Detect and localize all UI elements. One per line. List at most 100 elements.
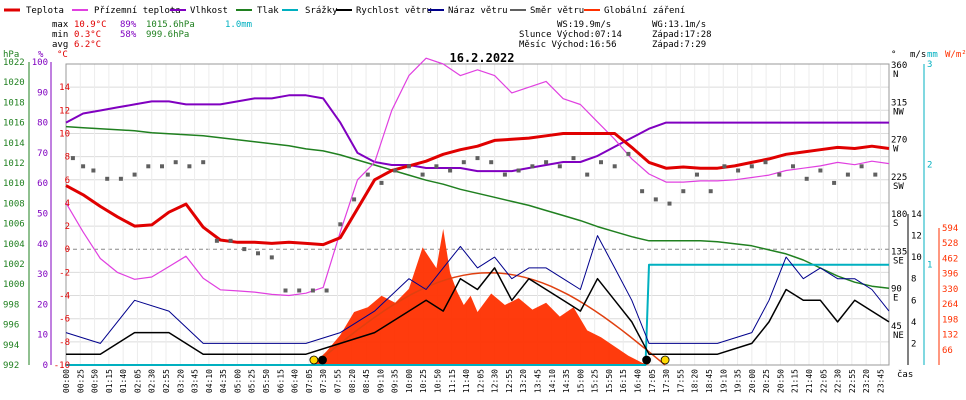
wind-direction-point xyxy=(502,172,507,177)
tick-label-time: 04:35 xyxy=(219,369,228,393)
tick-label-time: 12:30 xyxy=(491,369,500,393)
tick-label-temperature: 14 xyxy=(59,83,70,93)
wind-direction-point xyxy=(420,172,425,177)
legend-label: Teplota xyxy=(26,6,64,16)
line-series xyxy=(65,57,890,366)
tick-label-time: 00:25 xyxy=(76,369,85,393)
legend-label: Vlhkost xyxy=(190,6,228,16)
tick-label-time: 10:25 xyxy=(419,369,428,393)
stats-min-press: 999.6hPa xyxy=(146,30,189,40)
tick-label-temperature: 2 xyxy=(65,222,70,232)
tick-label-humidity: 100 xyxy=(32,58,48,68)
stats-max-rain: 1.0mm xyxy=(225,20,252,30)
tick-label-time: 03:20 xyxy=(176,369,185,393)
wind-speed-line xyxy=(66,267,890,355)
tick-label-time: 11:15 xyxy=(448,369,457,393)
tick-label-time: 22:05 xyxy=(819,369,828,393)
stats-max-press: 1015.6hPa xyxy=(146,20,195,30)
tick-label-wind: 2 xyxy=(911,339,916,349)
legend-label: Globální záření xyxy=(604,6,685,16)
wind-direction-point xyxy=(324,288,329,293)
tick-label-time: 08:45 xyxy=(362,369,371,393)
tick-label-time: 05:25 xyxy=(248,369,257,393)
tick-label-pressure: 998 xyxy=(3,300,19,310)
wind-direction-point xyxy=(653,197,658,202)
wind-direction-series xyxy=(70,151,878,293)
wind-direction-point xyxy=(461,160,466,165)
unit-ms: m/s xyxy=(910,50,926,60)
moon-marker xyxy=(642,355,651,365)
wind-direction-point xyxy=(132,172,137,177)
tick-label-solar: 198 xyxy=(942,315,958,325)
legend-item-smer-vetru: Směr větru xyxy=(510,6,584,16)
tick-label-temperature: 6 xyxy=(65,176,70,186)
tick-label-pressure: 1002 xyxy=(3,260,25,270)
solar-series xyxy=(312,228,666,366)
wind-direction-point xyxy=(256,251,260,256)
wind-direction-point xyxy=(777,172,782,177)
tick-label-time: 06:15 xyxy=(276,369,285,393)
tick-label-time: 10:50 xyxy=(434,369,443,393)
stats-max-hum: 89% xyxy=(120,20,137,30)
tick-label-temperature: -10 xyxy=(54,361,70,371)
info-slunce: Slunce Východ:07:14 xyxy=(519,30,622,40)
tick-label-time: 18:45 xyxy=(705,369,714,393)
astro-info: WS:19.9m/s WG:13.1m/s Slunce Východ:07:1… xyxy=(519,20,712,50)
wind-direction-point xyxy=(242,247,247,252)
legend-label: Tlak xyxy=(257,6,279,16)
tick-label-direction-compass: N xyxy=(893,70,898,80)
tick-label-time: 20:50 xyxy=(776,369,785,393)
tick-label-direction: 45 xyxy=(891,322,902,332)
rain-line xyxy=(66,263,889,366)
tick-label-time: 05:00 xyxy=(234,369,243,393)
wind-direction-point xyxy=(667,201,672,206)
wind-direction-point xyxy=(722,164,727,169)
tick-label-time: 23:20 xyxy=(862,369,871,393)
unit-pct: % xyxy=(38,50,44,60)
tick-label-time: 16:15 xyxy=(619,369,628,393)
wind-direction-point xyxy=(845,172,850,177)
tick-label-time: 06:40 xyxy=(291,369,300,393)
tick-label-time: 02:30 xyxy=(148,369,157,393)
info-mesic: Měsíc Východ:16:56 xyxy=(519,40,617,50)
tick-label-temperature: 0 xyxy=(65,245,70,255)
tick-label-pressure: 1022 xyxy=(3,58,25,68)
wind-direction-point xyxy=(763,160,768,165)
sun-moon-markers xyxy=(309,355,670,365)
info-slunce-zapad: Západ:17:28 xyxy=(652,30,712,40)
tick-label-direction-compass: W xyxy=(893,145,899,155)
tick-label-solar: 330 xyxy=(942,285,958,295)
legend-item-tlak: Tlak xyxy=(236,6,279,16)
tick-label-humidity: 30 xyxy=(37,270,48,280)
wind-direction-point xyxy=(146,164,151,169)
legend-item-vlhkost: Vlhkost xyxy=(170,6,228,16)
tick-label-time: 01:40 xyxy=(119,369,128,393)
unit-wm2: W/m² xyxy=(945,50,966,60)
tick-label-time: 08:20 xyxy=(348,369,357,393)
tick-label-time: 15:25 xyxy=(591,369,600,393)
wind-direction-point xyxy=(269,255,274,260)
wind-direction-point xyxy=(804,176,809,181)
tick-label-rain: 1 xyxy=(927,261,932,271)
wind-direction-point xyxy=(585,172,590,177)
tick-label-direction-compass: SE xyxy=(893,256,904,266)
tick-label-solar: 132 xyxy=(942,331,958,341)
wind-direction-point xyxy=(81,164,86,169)
tick-label-pressure: 1020 xyxy=(3,78,25,88)
tick-label-time: 18:20 xyxy=(691,369,700,393)
tick-label-time: 19:35 xyxy=(734,369,743,393)
tick-label-temperature: 4 xyxy=(65,199,70,209)
tick-label-pressure: 1018 xyxy=(3,98,25,108)
legend-item-rychlost-vetru: Rychlost větru xyxy=(336,6,432,16)
wind-direction-point xyxy=(214,238,219,243)
tick-label-humidity: 40 xyxy=(37,240,48,250)
tick-label-time: 07:30 xyxy=(319,369,328,393)
wind-direction-point xyxy=(283,288,288,293)
tick-label-temperature: 12 xyxy=(59,106,70,116)
tick-label-wind: 10 xyxy=(911,253,922,263)
tick-label-time: 02:05 xyxy=(133,369,142,393)
wind-direction-point xyxy=(393,168,398,173)
stats-avg-temp: 6.2°C xyxy=(74,40,101,50)
tick-label-pressure: 1000 xyxy=(3,280,25,290)
tick-label-humidity: 60 xyxy=(37,179,48,189)
